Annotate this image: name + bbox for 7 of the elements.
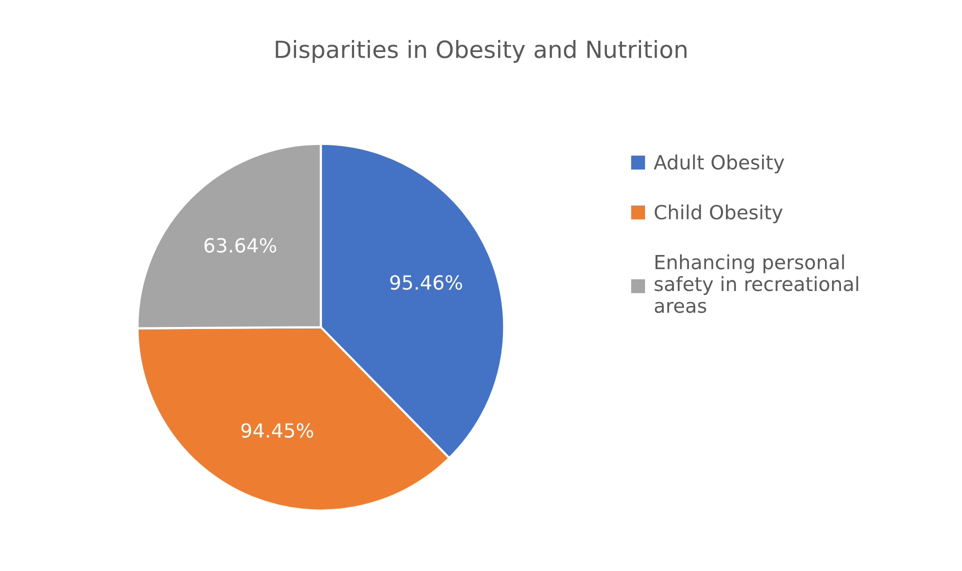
data-label: 95.46% bbox=[390, 275, 462, 290]
legend-label: Adult Obesity bbox=[654, 154, 784, 174]
data-label: 63.64% bbox=[204, 238, 276, 253]
data-label: 94.45% bbox=[241, 423, 314, 438]
legend-label: Enhancing personal safety in recreational areas bbox=[654, 254, 858, 313]
legend-label: Child Obesity bbox=[654, 204, 783, 224]
chart-title: Disparities in Obesity and Nutrition bbox=[276, 40, 686, 63]
